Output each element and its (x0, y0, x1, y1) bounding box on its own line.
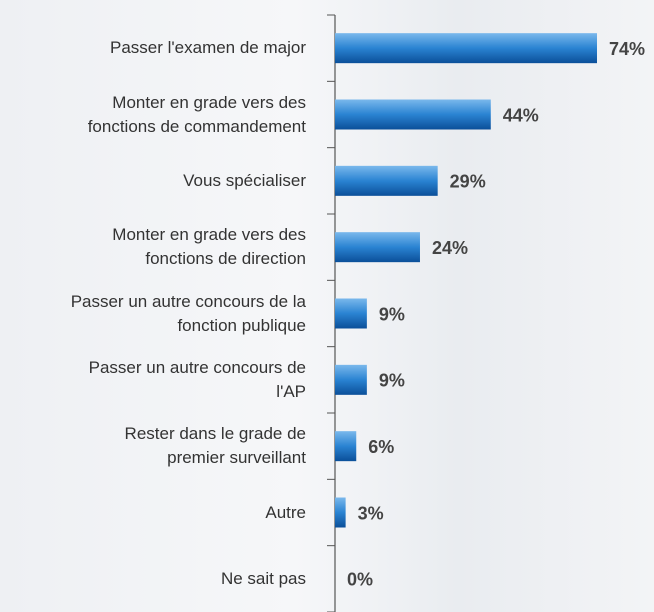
value-label: 0% (347, 570, 373, 590)
category-label: Vous spécialiser (183, 170, 306, 190)
value-label: 44% (503, 105, 539, 125)
value-label: 29% (450, 172, 486, 192)
category-label: Autre (265, 502, 306, 522)
value-label: 24% (432, 238, 468, 258)
bar (335, 33, 597, 64)
bar (335, 99, 491, 130)
bar (335, 232, 420, 263)
category-label: Monter en grade vers des fonctions de di… (112, 225, 306, 269)
value-label: 74% (609, 39, 645, 59)
category-label: Ne sait pas (220, 568, 306, 588)
category-label: Passer un autre concours de la fonction … (70, 291, 306, 335)
bar (335, 497, 346, 528)
value-label: 3% (358, 503, 384, 523)
category-label: Passer un autre concours de l'AP (88, 357, 306, 401)
category-label: Monter en grade vers des fonctions de co… (87, 92, 306, 136)
category-label: Passer l'examen de major (110, 38, 306, 58)
bar (335, 431, 357, 462)
bar (335, 165, 438, 196)
value-label: 9% (379, 304, 405, 324)
value-label: 9% (379, 371, 405, 391)
category-label: Rester dans le grade de premier surveill… (124, 424, 306, 468)
bar (335, 298, 367, 329)
bar (335, 364, 367, 395)
value-label: 6% (368, 437, 394, 457)
